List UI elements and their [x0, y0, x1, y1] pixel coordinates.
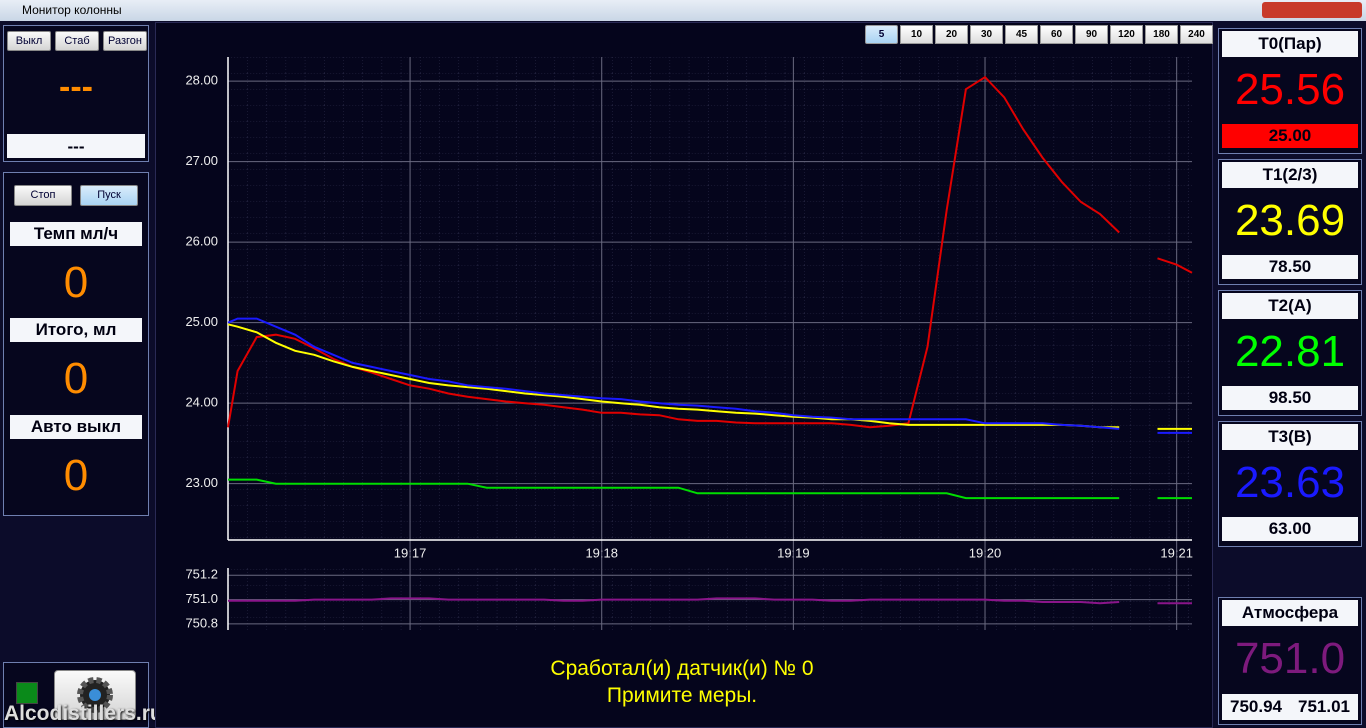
data-line: [227, 317, 1192, 434]
range-button[interactable]: 60: [1040, 25, 1073, 44]
settings-button[interactable]: [54, 670, 136, 720]
range-button[interactable]: 180: [1145, 25, 1178, 44]
field-label: Итого, мл: [10, 318, 142, 342]
data-line: [228, 597, 1192, 605]
range-button[interactable]: 90: [1075, 25, 1108, 44]
title-bar: Монитор колонны: [0, 0, 1366, 21]
field-label: Авто выкл: [10, 415, 142, 439]
atmosphere-range: 750.94 751.01: [1222, 694, 1358, 720]
range-button[interactable]: 30: [970, 25, 1003, 44]
atmosphere-label: Атмосфера: [1222, 600, 1358, 626]
range-button[interactable]: 10: [900, 25, 933, 44]
sensor-setpoint: 25.00: [1222, 124, 1358, 148]
watermark: Alcodistillers.ru: [4, 702, 163, 725]
range-button[interactable]: 45: [1005, 25, 1038, 44]
sensor-value: 25.56: [1234, 65, 1346, 114]
y-tick-label: 751.0: [185, 591, 218, 606]
sensor-name: T3(B): [1222, 424, 1358, 450]
field-label: Темп мл/ч: [10, 222, 142, 246]
sensor-setpoint: 78.50: [1222, 255, 1358, 279]
sensor-value: 22.81: [1234, 327, 1346, 376]
start-button[interactable]: Пуск: [80, 185, 138, 206]
alarm-line: Примите меры.: [606, 684, 758, 707]
sensor-setpoint: 63.00: [1222, 517, 1358, 541]
y-tick-label: 750.8: [185, 615, 218, 630]
data-line: [227, 323, 1192, 430]
mode-button[interactable]: Стаб: [55, 31, 99, 51]
field-value: 0: [63, 451, 89, 500]
data-line: [228, 478, 1192, 500]
mode-button[interactable]: Выкл: [7, 31, 51, 51]
stop-button[interactable]: Стоп: [14, 185, 72, 206]
sensor-name: T0(Пар): [1222, 31, 1358, 57]
window-title: Монитор колонны: [22, 3, 122, 17]
range-button[interactable]: 20: [935, 25, 968, 44]
range-button[interactable]: 240: [1180, 25, 1213, 44]
data-line: [227, 75, 1193, 429]
sensor-value: 23.63: [1234, 458, 1346, 507]
sensor-name: T1(2/3): [1222, 162, 1358, 188]
alarm-line: Сработал(и) датчик(и) № 0: [550, 657, 814, 680]
gear-icon: [77, 677, 113, 713]
atmosphere-value: 751.0: [1234, 634, 1346, 683]
status-led: [16, 682, 38, 704]
range-button[interactable]: 120: [1110, 25, 1143, 44]
mode-status: ---: [7, 134, 145, 158]
y-tick-label: 23.00: [185, 475, 218, 490]
sensor-value: 23.69: [1234, 196, 1346, 245]
y-tick-label: 751.2: [185, 567, 218, 582]
field-value: 0: [63, 258, 89, 307]
range-button[interactable]: 5: [865, 25, 898, 44]
atmosphere-max: 751.01: [1298, 697, 1350, 716]
mode-value: ---: [59, 68, 93, 106]
atmosphere-min: 750.94: [1230, 697, 1282, 716]
y-tick-label: 25.00: [185, 314, 218, 329]
minor-grid: [228, 57, 1192, 540]
y-tick-label: 26.00: [185, 234, 218, 249]
y-tick-label: 24.00: [185, 395, 218, 410]
sensor-name: T2(A): [1222, 293, 1358, 319]
y-tick-label: 28.00: [185, 73, 218, 88]
sensor-setpoint: 98.50: [1222, 386, 1358, 410]
y-tick-label: 27.00: [185, 153, 218, 168]
mode-button[interactable]: Разгон: [103, 31, 147, 51]
field-value: 0: [63, 354, 89, 403]
window-controls[interactable]: [1262, 2, 1362, 18]
